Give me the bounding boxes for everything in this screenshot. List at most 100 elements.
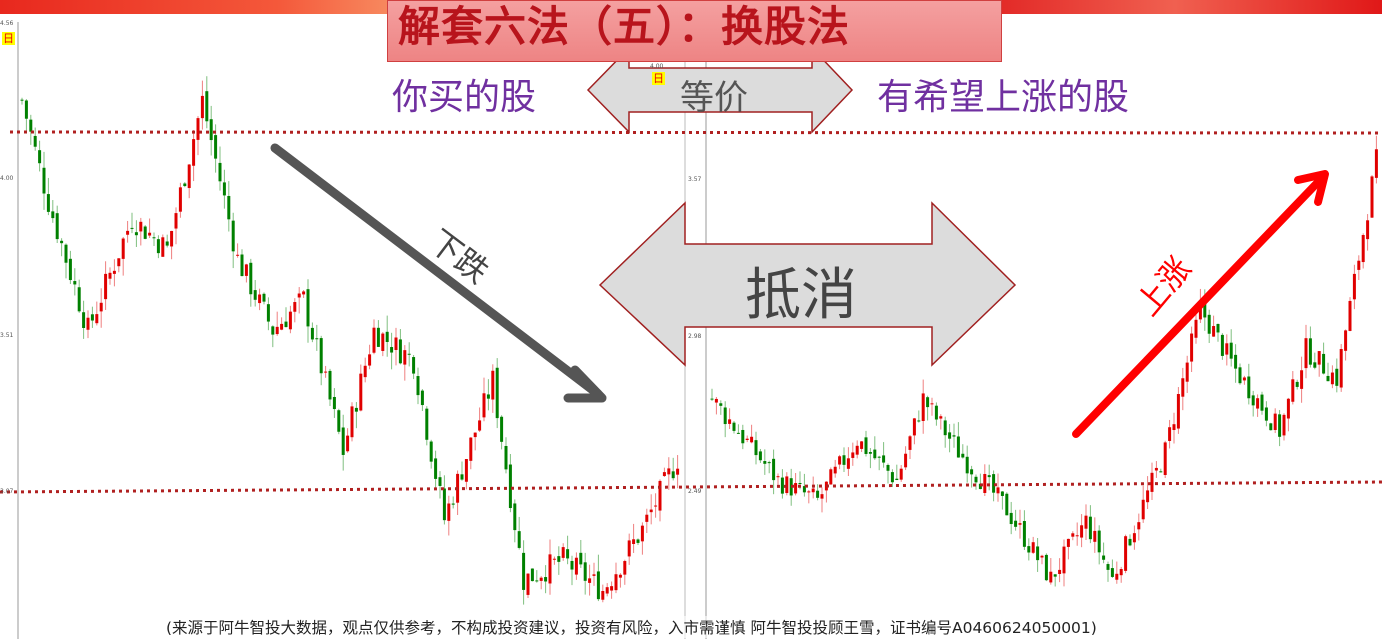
candle-body	[1176, 393, 1180, 429]
title-box	[387, 0, 1002, 62]
candle-body	[798, 482, 802, 484]
candle-body	[763, 461, 767, 464]
candle-body	[566, 549, 570, 559]
candle-body	[851, 452, 855, 458]
candle-body	[745, 438, 749, 440]
candle-body	[429, 441, 433, 462]
candle-body	[385, 331, 389, 342]
candle-body	[55, 213, 59, 240]
candle-body	[710, 398, 714, 400]
right-period-label: 日	[652, 72, 665, 85]
candle-body	[1357, 260, 1361, 270]
candle-body	[1203, 300, 1207, 318]
candle-body	[1106, 564, 1110, 570]
candle-body	[517, 531, 521, 548]
candle-body	[1000, 491, 1004, 496]
candle-body	[1220, 334, 1224, 356]
candle-body	[451, 503, 455, 505]
candle-body	[671, 471, 675, 479]
candle-body	[736, 432, 740, 434]
candle-body	[1326, 375, 1330, 382]
candle-body	[658, 480, 662, 511]
candle-body	[833, 466, 837, 474]
candle-body	[420, 390, 424, 406]
candle-body	[1313, 362, 1317, 368]
candle-body	[218, 162, 222, 182]
candle-body	[227, 195, 231, 220]
candle-body	[1172, 424, 1176, 431]
candle-body	[855, 445, 859, 455]
candle-body	[645, 514, 649, 522]
candle-body	[1278, 414, 1282, 437]
candle-body	[1014, 520, 1018, 527]
candle-body	[939, 416, 943, 419]
candle-body	[376, 327, 380, 347]
candle-body	[1185, 362, 1189, 382]
candle-body	[807, 491, 811, 493]
candle-body	[750, 436, 754, 443]
candle-body	[873, 449, 877, 459]
candle-body	[654, 505, 658, 507]
left-tick: 4.00	[0, 175, 14, 182]
candle-body	[73, 281, 77, 285]
candle-body	[917, 420, 921, 422]
left-period-label: 日	[2, 32, 15, 45]
candle-body	[315, 338, 319, 340]
candle-body	[1282, 414, 1286, 436]
candle-body	[196, 118, 200, 140]
candle-body	[306, 289, 310, 327]
candle-body	[350, 406, 354, 438]
candle-body	[108, 272, 112, 279]
left-candlestick-series	[20, 76, 680, 605]
candle-body	[1036, 546, 1040, 561]
candle-body	[42, 167, 46, 194]
candle-body	[86, 317, 90, 330]
candle-body	[134, 232, 138, 236]
candle-body	[161, 237, 165, 257]
candle-body	[842, 455, 846, 465]
right-stock-label: 有希望上涨的股	[877, 77, 1130, 118]
candle-body	[236, 254, 240, 256]
candle-body	[816, 490, 820, 498]
candle-body	[948, 432, 952, 439]
candle-body	[1088, 516, 1092, 540]
candle-body	[552, 558, 556, 560]
candle-body	[535, 580, 539, 582]
candle-body	[908, 436, 912, 450]
candle-body	[324, 371, 328, 373]
candle-body	[416, 376, 420, 396]
candle-body	[596, 571, 600, 600]
candle-body	[178, 187, 182, 212]
candle-body	[723, 407, 727, 425]
candle-body	[200, 95, 204, 119]
candle-body	[359, 373, 363, 411]
candle-body	[1317, 351, 1321, 365]
candle-body	[1304, 338, 1308, 369]
candle-body	[284, 321, 288, 328]
candle-body	[478, 420, 482, 431]
candle-body	[244, 264, 248, 276]
candle-body	[1273, 413, 1277, 431]
candle-body	[275, 326, 279, 335]
candle-body	[33, 135, 37, 147]
candle-body	[258, 294, 262, 304]
candle-body	[640, 525, 644, 542]
equal-label: 等价	[680, 78, 748, 118]
candle-body	[802, 486, 806, 493]
candle-body	[667, 468, 671, 475]
candle-body	[1031, 542, 1035, 553]
candle-body	[838, 456, 842, 465]
candle-body	[956, 436, 960, 458]
candle-body	[921, 393, 925, 421]
candle-body	[438, 477, 442, 486]
candle-body	[610, 586, 614, 591]
candle-body	[890, 472, 894, 483]
candle-body	[758, 451, 762, 461]
candle-body	[1154, 467, 1158, 471]
candle-body	[1348, 300, 1352, 331]
down-arrow-icon	[270, 143, 607, 403]
right-tick: 2.49	[688, 488, 702, 495]
candle-body	[983, 473, 987, 493]
candle-body	[943, 420, 947, 436]
